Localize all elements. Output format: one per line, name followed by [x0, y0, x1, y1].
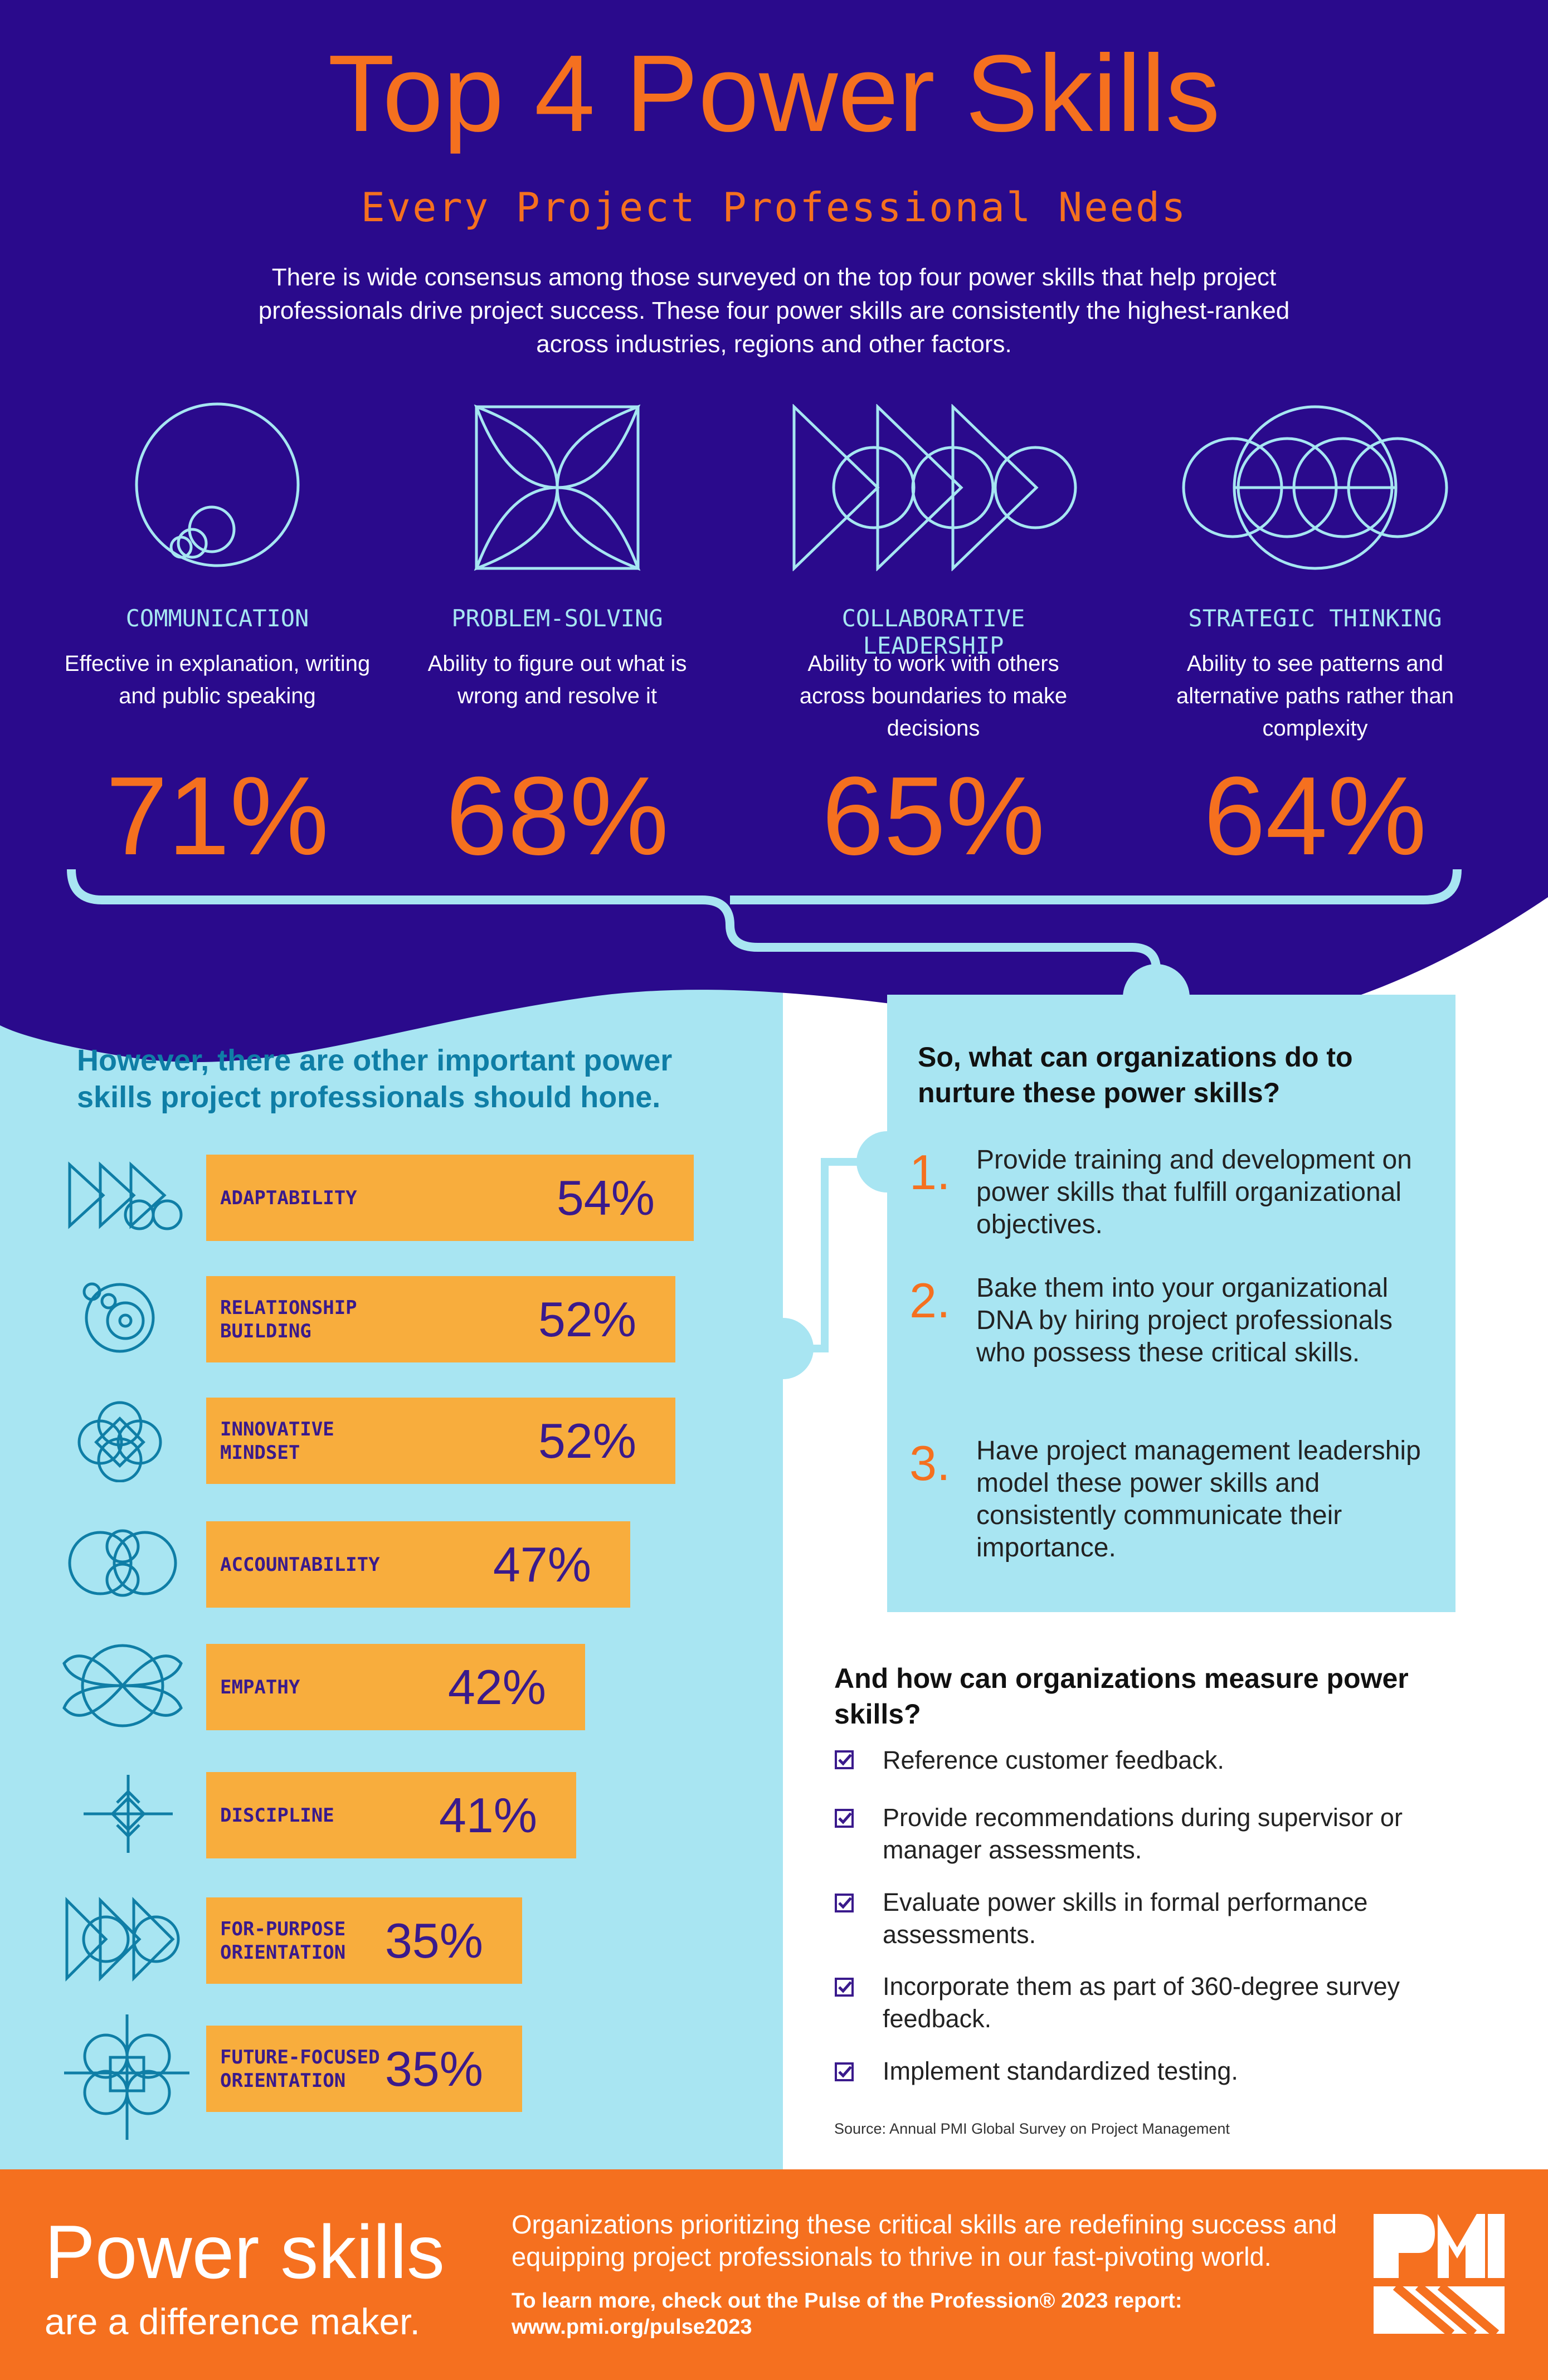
footer-text: Organizations prioritizing these critica… — [512, 2209, 1337, 2271]
percent-value: 71% — [105, 754, 329, 878]
navy-header-shape — [0, 0, 1548, 1062]
nurture-panel: So, what can organizations do to nurture… — [887, 995, 1455, 1612]
bar-value-label: 35% — [384, 2041, 483, 2096]
bar-value-label: 54% — [556, 1170, 655, 1225]
butterfly-icon — [62, 1644, 183, 1727]
intro-text: There is wide consensus among those surv… — [258, 264, 1290, 358]
bar-value-label: 35% — [384, 1912, 483, 1968]
footer-banner: Power skills are a difference maker. Org… — [0, 2169, 1548, 2380]
skill-description: Effective in explanation, writing and pu… — [64, 651, 371, 708]
bar-label: ACCOUNTABILITY — [220, 1553, 380, 1576]
footer-report-note: To learn more, check out the Pulse of th… — [512, 2289, 1182, 2313]
checkbox-icon — [835, 2062, 854, 2081]
target-icon — [82, 1282, 155, 1353]
panel-connector — [783, 1158, 887, 1352]
measure-item: Implement standardized testing. — [883, 2057, 1238, 2085]
page-title: Top 4 Power Skills — [328, 32, 1220, 154]
future-focus-icon — [64, 2014, 189, 2140]
source-note: Source: Annual PMI Global Survey on Proj… — [834, 2120, 1230, 2137]
bar-label: ADAPTABILITY — [220, 1186, 357, 1209]
skill-name: STRATEGIC THINKING — [1188, 605, 1442, 632]
bar-label: RELATIONSHIP BUILDING — [220, 1296, 357, 1342]
bar-value-label: 47% — [493, 1536, 591, 1592]
skill-bar: ACCOUNTABILITY 47% — [206, 1521, 630, 1608]
percent-value: 65% — [821, 754, 1045, 878]
skill-bar: RELATIONSHIP BUILDING 52% — [206, 1276, 675, 1362]
star-burst-icon — [84, 1775, 173, 1853]
nurture-question: So, what can organizations do to nurture… — [918, 1041, 1353, 1108]
skill-name: PROBLEM-SOLVING — [451, 605, 663, 632]
skill-bar: FUTURE-FOCUSED ORIENTATION 35% — [206, 2026, 522, 2112]
triangles-circles-icon — [65, 1896, 180, 1982]
bar-value-label: 52% — [538, 1291, 636, 1347]
bar-label: FOR-PURPOSE ORIENTATION — [220, 1917, 346, 1964]
skill-bar: ADAPTABILITY 54% — [206, 1155, 694, 1241]
checkbox-icon — [835, 1978, 854, 1997]
bar-value-label: 52% — [538, 1413, 636, 1468]
page-subtitle: Every Project Professional Needs — [361, 184, 1187, 231]
step-text: Bake them into your organizational DNA b… — [976, 1273, 1393, 1367]
skill-name: COMMUNICATION — [125, 605, 309, 632]
skill-bar: INNOVATIVE MINDSET 52% — [206, 1398, 675, 1484]
step-number: 3. — [909, 1435, 951, 1491]
step-number: 1. — [909, 1145, 951, 1200]
accountability-icon — [68, 1529, 177, 1597]
step-text: Provide training and development on powe… — [976, 1145, 1412, 1239]
skill-bar: FOR-PURPOSE ORIENTATION 35% — [206, 1897, 522, 1984]
triangles-circles-icon — [68, 1161, 183, 1230]
other-skills-heading: However, there are other important power… — [77, 1044, 673, 1114]
bar-label: FUTURE-FOCUSED ORIENTATION — [220, 2046, 380, 2092]
skill-name: COLLABORATIVE LEADERSHIP — [841, 605, 1025, 659]
skill-description: Ability to work with others across bound… — [799, 651, 1068, 741]
skill-bar: DISCIPLINE 41% — [206, 1772, 576, 1858]
pmi-logo — [1374, 2214, 1505, 2337]
bar-value-label: 41% — [439, 1787, 537, 1843]
footer-tagline: are a difference maker. — [45, 2301, 420, 2342]
percent-value: 64% — [1203, 754, 1427, 878]
bar-label: DISCIPLINE — [220, 1804, 334, 1827]
measure-item: Provide recommendations during superviso… — [883, 1803, 1403, 1864]
bar-label: INNOVATIVE MINDSET — [220, 1418, 334, 1464]
bar-value-label: 42% — [447, 1659, 546, 1715]
connector-node — [752, 1318, 814, 1379]
measure-question: And how can organizations measure power … — [834, 1663, 1409, 1730]
petal-square-icon — [474, 404, 641, 571]
checkbox-icon — [835, 1809, 854, 1828]
measure-item: Incorporate them as part of 360-degree s… — [883, 1972, 1400, 2033]
bar-label: EMPATHY — [220, 1676, 300, 1698]
step-text: Have project management leadership model… — [976, 1436, 1421, 1563]
skill-description: Ability to see patterns and alternative … — [1176, 651, 1454, 741]
checkbox-icon — [835, 1894, 854, 1912]
footer-report-link[interactable]: www.pmi.org/pulse2023 — [512, 2315, 752, 2339]
step-number: 2. — [909, 1273, 951, 1328]
flower-square-icon — [77, 1401, 162, 1482]
percent-value: 68% — [445, 754, 669, 878]
brace-connector — [67, 869, 1462, 997]
measure-item: Reference customer feedback. — [883, 1746, 1224, 1774]
skill-description: Ability to figure out what is wrong and … — [427, 651, 687, 708]
measure-item: Evaluate power skills in formal performa… — [883, 1888, 1368, 1949]
footer-headline: Power skills — [45, 2209, 445, 2294]
checkbox-icon — [835, 1750, 854, 1769]
overlapping-circles-icon — [1182, 405, 1448, 570]
triangles-circles-icon — [792, 404, 1077, 571]
skill-bar: EMPATHY 42% — [206, 1644, 585, 1730]
circles-icon — [135, 402, 300, 567]
